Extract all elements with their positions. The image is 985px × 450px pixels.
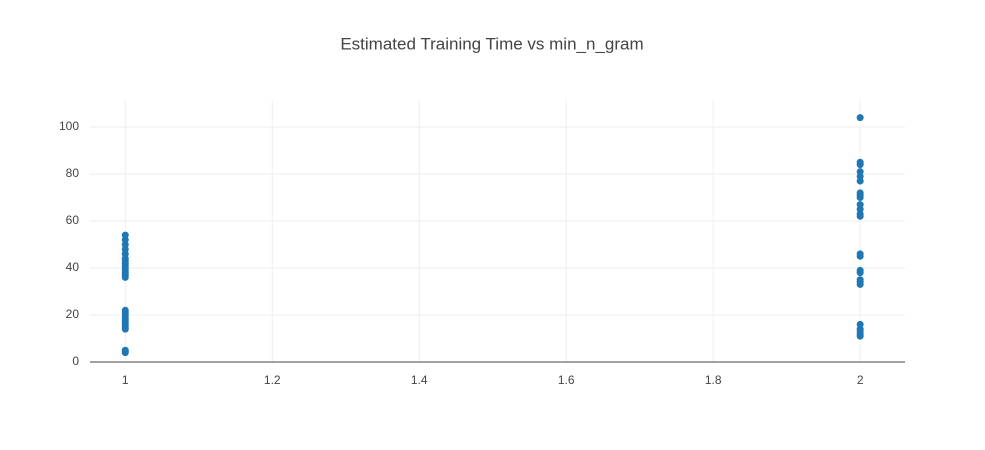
point	[856, 158, 864, 166]
point	[121, 346, 129, 354]
x-tick-label: 2	[857, 373, 864, 387]
x-tick-label: 1.2	[264, 373, 281, 387]
x-tick-label: 1.4	[411, 373, 428, 387]
chart-title: Estimated Training Time vs min_n_gram	[340, 34, 643, 53]
point	[121, 231, 129, 239]
point	[856, 114, 864, 122]
y-tick-label: 100	[59, 119, 79, 133]
x-tick-label: 1.6	[558, 373, 575, 387]
y-tick-label: 80	[66, 166, 80, 180]
point	[856, 168, 864, 176]
x-tick-label: 1	[122, 373, 129, 387]
point	[856, 276, 864, 284]
y-tick-label: 20	[66, 307, 80, 321]
point	[856, 189, 864, 197]
point	[856, 250, 864, 258]
x-tick-label: 1.8	[705, 373, 722, 387]
point	[856, 320, 864, 328]
y-tick-label: 40	[66, 260, 80, 274]
point	[121, 306, 129, 314]
y-tick-label: 0	[72, 354, 79, 368]
point	[856, 201, 864, 209]
y-tick-label: 60	[66, 213, 80, 227]
point	[856, 266, 864, 274]
